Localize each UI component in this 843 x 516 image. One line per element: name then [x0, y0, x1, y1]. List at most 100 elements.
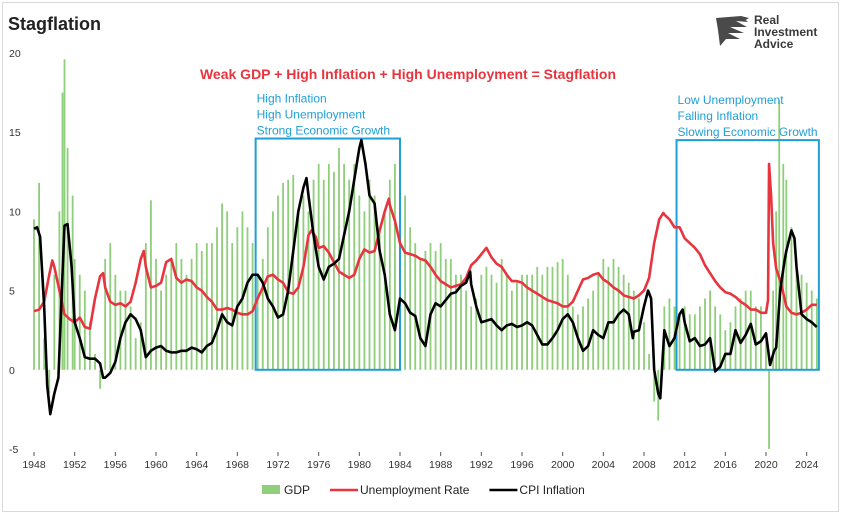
x-tick-label-7: 1976: [307, 459, 331, 471]
gdp-bar-75: [404, 195, 406, 370]
gdp-bar-149: [772, 290, 775, 370]
annotation-box-0: [254, 137, 401, 371]
gdp-bar-141: [734, 306, 737, 370]
x-tick-label-6: 1972: [266, 459, 290, 471]
gdp-bar-34: [195, 243, 198, 370]
chart-subtitle: Weak GDP + High Inflation + High Unemplo…: [200, 66, 616, 82]
annotation-boxes: High Inflation High Unemployment Strong Ec…: [254, 92, 820, 371]
gdp-bar-20: [124, 290, 127, 370]
gdp-bar-64: [348, 179, 351, 370]
legend-label-1: Unemployment Rate: [360, 483, 470, 497]
chart-title: Stagflation: [8, 14, 101, 34]
gdp-bar-98: [521, 274, 523, 370]
gdp-bar-106: [561, 258, 564, 370]
gdp-bar-3: [48, 369, 51, 394]
gdp-bar-4: [53, 274, 56, 370]
gdp-bar-39: [221, 203, 223, 370]
gdp-bar-59: [322, 179, 325, 370]
gdp-bar-38: [216, 227, 218, 370]
gdp-bar-84: [449, 258, 452, 370]
gdp-bar-103: [546, 266, 549, 370]
gdp-bar-69: [373, 195, 376, 370]
gdp-bar-115: [607, 266, 610, 370]
gdp-bar-44: [246, 227, 249, 370]
gdp-bar-55: [302, 195, 305, 370]
gdp-bar-86: [460, 274, 462, 370]
annotation-0-line-1: High Unemployment: [257, 108, 366, 122]
gdp-bar-2: [43, 338, 46, 370]
gdp-bar-71: [383, 211, 386, 370]
gdp-bar-145: [754, 306, 757, 370]
x-tick-label-5: 1968: [226, 459, 250, 471]
gdp-bar-14: [94, 353, 96, 370]
gdp-bar-15: [99, 369, 101, 389]
gdp-bar-91: [485, 266, 488, 370]
gdp-bar-117: [617, 266, 620, 370]
gdp-bar-13: [89, 322, 91, 370]
gdp-bar-95: [505, 274, 508, 370]
gdp-bar-102: [541, 274, 544, 370]
eagle-logo-icon: [716, 16, 749, 46]
gdp-bar-24: [144, 243, 147, 370]
legend-swatch-gdp: [262, 485, 280, 494]
x-tick-label-2: 1956: [104, 459, 128, 471]
gdp-bar-148: [768, 369, 770, 449]
x-tick-label-9: 1984: [388, 459, 412, 471]
gdp-bar-124: [653, 369, 656, 402]
gdp-bar-79: [424, 251, 427, 370]
gdp-bar-80: [429, 243, 432, 370]
gdp-bar-101: [536, 266, 539, 370]
x-tick-label-10: 1988: [429, 459, 453, 471]
gdp-bar-41: [231, 243, 234, 370]
gdp-bar-144: [749, 290, 752, 370]
gdp-bar-7: [63, 59, 66, 370]
gdp-bar-109: [577, 314, 579, 370]
unemployment-rate-line: [33, 162, 817, 330]
gdp-bar-116: [612, 258, 615, 370]
gdp-bar-94: [500, 258, 503, 370]
gdp-bar-33: [190, 258, 193, 370]
gdp-bar-29: [170, 258, 173, 370]
gdp-bar-113: [597, 274, 600, 370]
gdp-bar-6: [61, 92, 64, 370]
gdp-bar-68: [368, 179, 371, 370]
gdp-bar-56: [307, 211, 310, 370]
gdp-bar-11: [78, 274, 81, 370]
gdp-bar-76: [409, 227, 412, 370]
y-tick-label-4: 15: [9, 127, 21, 139]
gdp-bar-143: [744, 290, 747, 370]
x-tick-label-11: 1992: [470, 459, 494, 471]
gdp-bar-52: [287, 179, 290, 370]
brand-name-line-2: Investment: [754, 25, 817, 39]
gdp-bar-61: [333, 171, 335, 370]
legend-label-0: GDP: [284, 483, 310, 497]
brand-logo: Real Investment Advice: [716, 13, 817, 51]
gdp-bar-100: [531, 274, 534, 370]
gdp-bar-142: [739, 298, 742, 370]
gdp-bar-139: [724, 330, 727, 370]
gdp-bar-89: [475, 298, 478, 370]
y-tick-label-5: 20: [9, 48, 21, 60]
gdp-bar-134: [699, 306, 701, 370]
x-tick-label-3: 1960: [144, 459, 168, 471]
gdp-bar-12: [83, 290, 86, 370]
gdp-bar-46: [256, 274, 259, 370]
gdp-bar-18: [114, 274, 117, 370]
gdp-bar-70: [378, 227, 381, 370]
gdp-bar-119: [627, 282, 630, 370]
gdp-bar-140: [729, 322, 732, 370]
y-tick-label-3: 10: [9, 206, 21, 218]
gdp-bar-16: [104, 258, 107, 370]
annotation-0-line-2: Strong Economic Growth: [257, 124, 390, 138]
gdp-bar-8: [66, 148, 69, 370]
annotation-box-1: [675, 139, 820, 371]
gdp-bar-35: [200, 251, 203, 370]
gdp-bar-120: [632, 290, 635, 370]
brand-name-line-1: Real: [754, 13, 779, 27]
gdp-bar-83: [444, 258, 447, 370]
y-tick-label-0: -5: [9, 444, 18, 456]
x-tick-label-17: 2016: [714, 459, 738, 471]
gdp-bar-21: [129, 306, 132, 370]
gdp-bar-0: [33, 219, 35, 370]
